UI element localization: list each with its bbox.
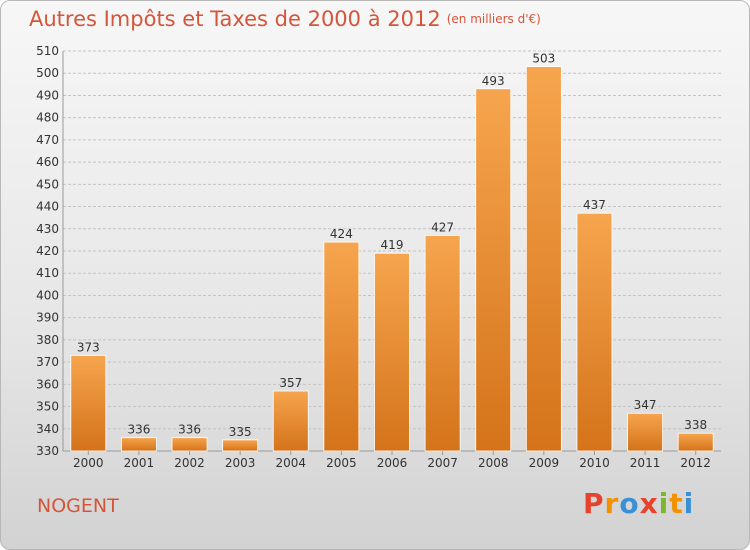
y-tick-label: 470 [36, 133, 59, 147]
logo-letter: x [639, 487, 659, 520]
bar-2002 [171, 437, 208, 452]
y-tick-label: 500 [36, 66, 59, 80]
y-axis-ticks: 330 340 350 360 370 380 390 400 410 420 430 440 450 4… [36, 44, 59, 458]
y-tick-label: 370 [36, 355, 59, 369]
y-tick-label: 430 [36, 222, 59, 236]
x-tick-label: 2000 [73, 456, 104, 470]
bar-2008 [475, 88, 512, 452]
bar-2001 [121, 437, 157, 452]
value-label-2006: 419 [381, 238, 404, 252]
x-tick-label: 2004 [275, 456, 306, 470]
logo-letter: t [669, 487, 684, 520]
bar-2003 [222, 439, 259, 452]
y-tick-label: 330 [36, 444, 59, 458]
value-labels: 373 336 336 335 357 424 419 427 493 503 437 347 338 [77, 52, 707, 439]
y-tick-label: 400 [36, 288, 59, 302]
value-label-2005: 424 [330, 227, 353, 241]
logo-letter: i [658, 487, 670, 520]
unit-note: (en milliers d'€) [446, 12, 541, 26]
y-tick-label: 340 [36, 422, 59, 436]
commune-name: NOGENT [37, 495, 119, 517]
value-label-2009: 503 [532, 52, 555, 66]
x-tick-label: 2001 [124, 456, 155, 470]
y-tick-label: 510 [36, 44, 59, 58]
value-label-2002: 336 [178, 423, 201, 437]
bar-2010 [576, 212, 613, 452]
proxiti-logo: Proxiti [583, 487, 694, 520]
value-label-2001: 336 [127, 423, 150, 437]
y-tick-label: 410 [36, 266, 59, 280]
x-tick-label: 2012 [680, 456, 711, 470]
value-label-2012: 338 [684, 418, 707, 432]
value-label-2004: 357 [279, 376, 302, 390]
logo-letter: P [583, 487, 605, 520]
bar-2011 [627, 412, 663, 452]
bar-2005 [323, 241, 360, 452]
y-tick-label: 390 [36, 311, 59, 325]
y-tick-label: 350 [36, 400, 59, 414]
bar-2004 [272, 390, 309, 452]
value-label-2007: 427 [431, 220, 454, 234]
x-tick-label: 2002 [174, 456, 205, 470]
value-label-2003: 335 [229, 425, 252, 439]
logo-letter: i [683, 487, 695, 520]
value-label-2010: 437 [583, 198, 606, 212]
y-tick-label: 450 [36, 177, 59, 191]
y-tick-label: 440 [36, 200, 59, 214]
logo-letter: r [604, 487, 620, 520]
bar-2009 [525, 66, 562, 452]
y-tick-label: 490 [36, 88, 59, 102]
bar-2000 [70, 355, 107, 452]
bar-2007 [424, 235, 461, 452]
x-tick-label: 2005 [326, 456, 357, 470]
bar-2006 [374, 252, 410, 452]
chart-title-text: Autres Impôts et Taxes de 2000 à 2012 [29, 7, 441, 31]
x-tick-label: 2003 [225, 456, 256, 470]
x-tick-label: 2009 [529, 456, 560, 470]
bars [70, 66, 714, 452]
logo-letter: o [619, 487, 640, 520]
x-axis-ticks: 2000 2001 2002 2003 2004 2005 2006 2007 2008 2009… [73, 451, 711, 470]
y-tick-label: 360 [36, 377, 59, 391]
value-label-2008: 493 [482, 74, 505, 88]
chart-title: Autres Impôts et Taxes de 2000 à 2012 (en… [29, 7, 541, 31]
bar-2012 [677, 432, 714, 452]
x-tick-label: 2010 [579, 456, 610, 470]
x-tick-label: 2008 [478, 456, 509, 470]
value-label-2011: 347 [634, 398, 657, 412]
value-label-2000: 373 [77, 340, 100, 354]
x-tick-label: 2006 [377, 456, 408, 470]
y-tick-label: 480 [36, 111, 59, 125]
x-tick-label: 2007 [427, 456, 458, 470]
y-tick-label: 420 [36, 244, 59, 258]
y-tick-label: 460 [36, 155, 59, 169]
y-tick-label: 380 [36, 333, 59, 347]
x-tick-label: 2011 [630, 456, 661, 470]
